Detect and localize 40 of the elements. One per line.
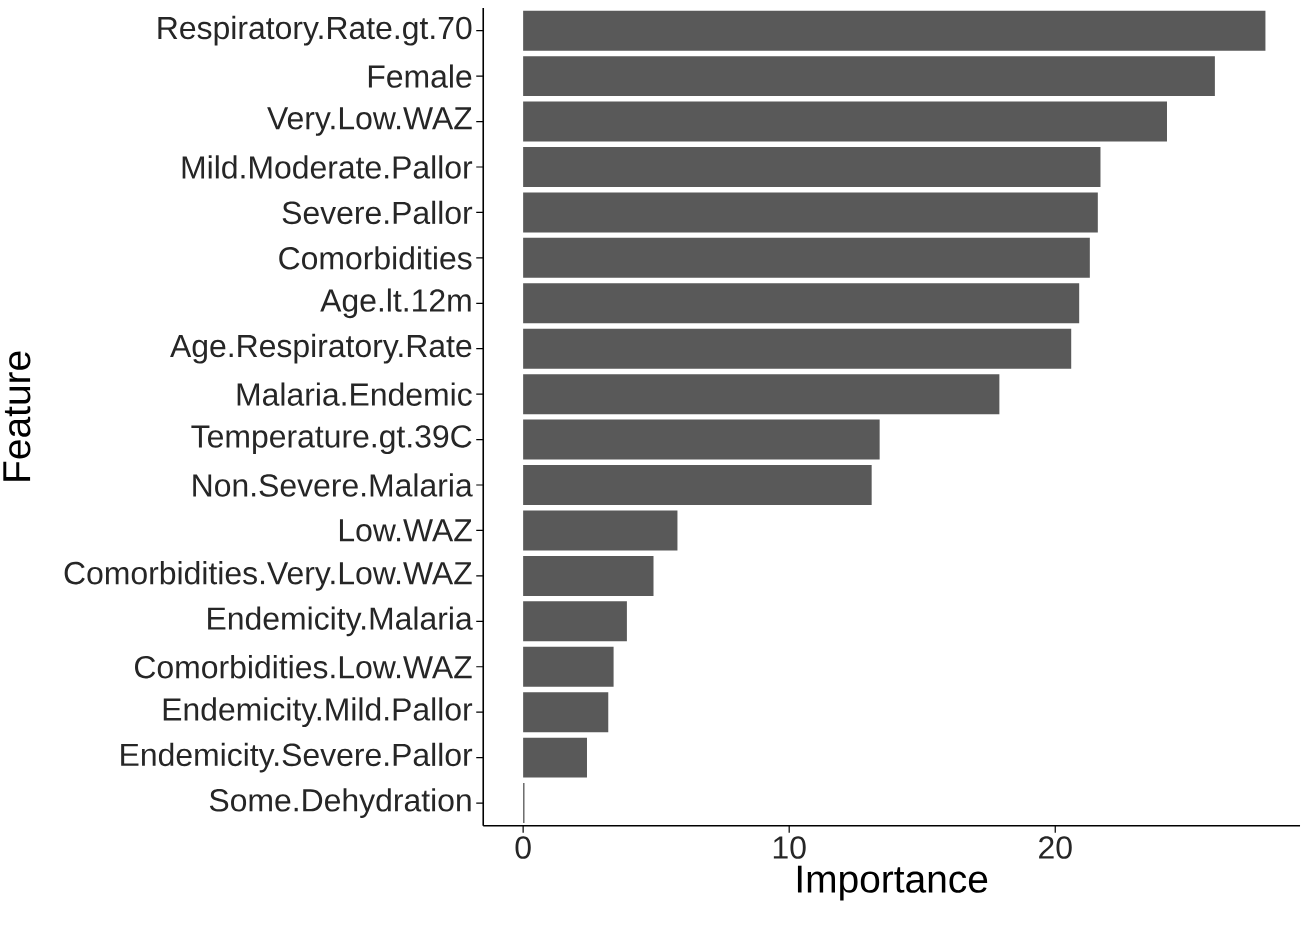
bar [523, 555, 654, 596]
y-tick-label: Female [368, 64, 472, 88]
y-tick-label: Temperature.gt.39C [191, 424, 472, 454]
bar [523, 464, 872, 505]
bar [523, 328, 1072, 369]
y-tick-label: Low.WAZ [339, 519, 472, 542]
y-tick-label: Endemicity.Malaria [208, 606, 473, 636]
x-tick-label: 20 [1039, 836, 1072, 859]
y-tick-label: Age.Respiratory.Rate [170, 333, 472, 364]
bar [523, 10, 1266, 51]
bar [523, 192, 1098, 233]
y-tick-label: Severe.Pallor [282, 200, 473, 224]
y-tick-label: Non.Severe.Malaria [193, 473, 473, 497]
x-axis-title: Importance [797, 865, 988, 901]
x-tick-label: 0 [515, 836, 531, 859]
bar [523, 373, 1000, 414]
bar [523, 55, 1215, 96]
x-tick-label: 10 [773, 836, 806, 859]
y-tick-label: Comorbidities.Low.WAZ [135, 654, 472, 679]
bar [523, 237, 1090, 278]
y-tick-label: Endemicity.Mild.Pallor [163, 697, 473, 727]
bar [523, 691, 609, 732]
y-tick-label: Mild.Moderate.Pallor [182, 155, 473, 179]
y-tick-label: Malaria.Endemic [237, 382, 472, 406]
y-tick-label: Comorbidities [279, 245, 472, 270]
y-tick-label: Respiratory.Rate.gt.70 [158, 15, 472, 46]
bar [523, 601, 627, 642]
bar [523, 737, 587, 778]
bar [523, 646, 614, 687]
bar [523, 101, 1167, 142]
bar [523, 510, 678, 551]
bar [523, 419, 880, 460]
y-tick-label: Some.Dehydration [209, 787, 471, 818]
bar [523, 283, 1080, 324]
y-tick-label: Age.lt.12m [320, 288, 471, 318]
bar [523, 146, 1101, 187]
y-tick-label: Endemicity.Severe.Pallor [121, 742, 473, 773]
y-axis-title: Feature [3, 351, 31, 481]
y-tick-label: Comorbidities.Very.Low.WAZ [64, 560, 472, 591]
y-tick-label: Very.Low.WAZ [267, 107, 472, 136]
